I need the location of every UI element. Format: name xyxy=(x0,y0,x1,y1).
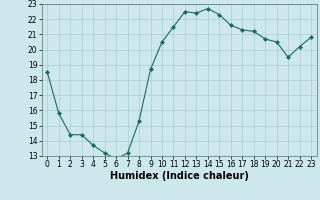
X-axis label: Humidex (Indice chaleur): Humidex (Indice chaleur) xyxy=(110,171,249,181)
